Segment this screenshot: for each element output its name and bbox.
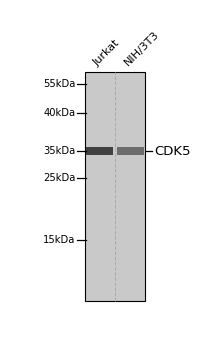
Text: NIH/3T3: NIH/3T3 bbox=[122, 29, 161, 68]
Bar bbox=[85, 147, 112, 155]
Text: 55kDa: 55kDa bbox=[43, 79, 75, 89]
Text: 15kDa: 15kDa bbox=[43, 235, 75, 245]
Text: 35kDa: 35kDa bbox=[43, 146, 75, 156]
Text: 40kDa: 40kDa bbox=[43, 108, 75, 118]
Text: Jurkat: Jurkat bbox=[91, 37, 121, 68]
Bar bbox=[85, 72, 144, 301]
Text: CDK5: CDK5 bbox=[154, 145, 190, 158]
Bar bbox=[117, 147, 143, 155]
Text: 25kDa: 25kDa bbox=[43, 173, 75, 183]
